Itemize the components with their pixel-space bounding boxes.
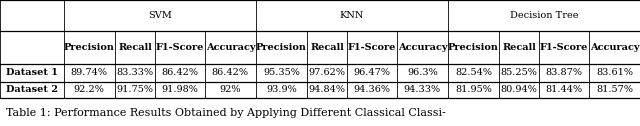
Text: 89.74%: 89.74% <box>71 68 108 77</box>
Text: 83.61%: 83.61% <box>596 68 633 77</box>
Text: Accuracy: Accuracy <box>397 43 447 52</box>
Text: Accuracy: Accuracy <box>589 43 639 52</box>
Text: 82.54%: 82.54% <box>455 68 492 77</box>
Text: Decision Tree: Decision Tree <box>509 11 578 20</box>
Text: 94.84%: 94.84% <box>308 85 346 94</box>
Text: Recall: Recall <box>118 43 152 52</box>
Text: Precision: Precision <box>256 43 307 52</box>
Text: 92.2%: 92.2% <box>74 85 105 94</box>
Text: Accuracy: Accuracy <box>205 43 255 52</box>
Text: Table 1: Performance Results Obtained by Applying Different Classical Classi-: Table 1: Performance Results Obtained by… <box>6 108 446 118</box>
Text: 94.36%: 94.36% <box>353 85 390 94</box>
Text: Recall: Recall <box>310 43 344 52</box>
Text: 86.42%: 86.42% <box>212 68 249 77</box>
Text: 93.9%: 93.9% <box>266 85 297 94</box>
Text: 81.57%: 81.57% <box>596 85 633 94</box>
Text: KNN: KNN <box>340 11 364 20</box>
Text: 97.62%: 97.62% <box>308 68 346 77</box>
Text: Precision: Precision <box>64 43 115 52</box>
Text: Precision: Precision <box>448 43 499 52</box>
Text: 86.42%: 86.42% <box>161 68 198 77</box>
Text: 85.25%: 85.25% <box>500 68 538 77</box>
Text: 81.95%: 81.95% <box>455 85 492 94</box>
Text: 80.94%: 80.94% <box>500 85 538 94</box>
Text: Dataset 2: Dataset 2 <box>6 85 58 94</box>
Text: Recall: Recall <box>502 43 536 52</box>
Text: 94.33%: 94.33% <box>404 85 441 94</box>
Text: 96.3%: 96.3% <box>407 68 438 77</box>
Text: F1-Score: F1-Score <box>348 43 396 52</box>
Text: 95.35%: 95.35% <box>263 68 300 77</box>
Text: 91.75%: 91.75% <box>116 85 154 94</box>
Text: F1-Score: F1-Score <box>156 43 204 52</box>
Text: SVM: SVM <box>148 11 172 20</box>
Text: 92%: 92% <box>220 85 241 94</box>
Text: 91.98%: 91.98% <box>161 85 198 94</box>
Text: F1-Score: F1-Score <box>540 43 588 52</box>
Text: 81.44%: 81.44% <box>546 85 583 94</box>
Text: 83.87%: 83.87% <box>546 68 582 77</box>
Text: 83.33%: 83.33% <box>116 68 154 77</box>
Text: Dataset 1: Dataset 1 <box>6 68 58 77</box>
Text: 96.47%: 96.47% <box>353 68 390 77</box>
